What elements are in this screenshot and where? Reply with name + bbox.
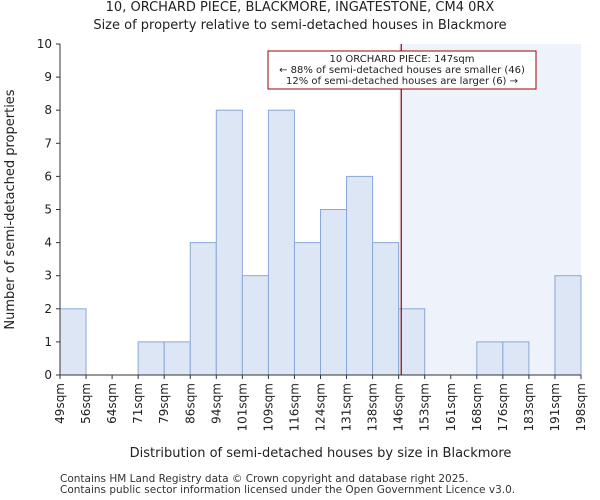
bar-109sqm xyxy=(267,109,295,376)
x-tick-label: 56sqm xyxy=(79,383,93,424)
y-tick-label: 9 xyxy=(44,70,52,84)
bar-94sqm xyxy=(215,109,243,376)
y-tick-label: 5 xyxy=(44,203,52,217)
footer-licence: Contains public sector information licen… xyxy=(60,484,516,496)
x-tick-label: 176sqm xyxy=(496,383,510,431)
x-axis-label: Distribution of semi-detached houses by … xyxy=(130,446,512,461)
y-axis-label: Number of semi-detached properties xyxy=(3,89,18,329)
y-tick-label: 2 xyxy=(44,302,52,316)
x-tick-label: 94sqm xyxy=(209,383,223,424)
x-tick-label: 138sqm xyxy=(366,383,380,431)
y-tick-label: 0 xyxy=(44,368,52,382)
x-tick-label: 71sqm xyxy=(131,383,145,424)
y-tick-label: 6 xyxy=(44,169,52,183)
x-tick-label: 153sqm xyxy=(418,383,432,431)
bar-79sqm xyxy=(163,341,191,376)
bar-49sqm xyxy=(59,308,87,376)
x-tick-label: 101sqm xyxy=(235,383,249,431)
y-tick-label: 3 xyxy=(44,269,52,283)
annotation-line-3: 12% of semi-detached houses are larger (… xyxy=(286,76,518,87)
bar-131sqm xyxy=(346,175,374,376)
y-tick-label: 8 xyxy=(44,103,52,117)
x-tick-label: 168sqm xyxy=(470,383,484,431)
x-tick-label: 131sqm xyxy=(340,383,354,431)
chart-subtitle: Size of property relative to semi-detach… xyxy=(93,18,507,33)
bar-101sqm xyxy=(241,275,269,376)
bar-176sqm xyxy=(502,341,530,376)
x-tick-label: 49sqm xyxy=(53,383,67,424)
y-tick-label: 7 xyxy=(44,136,52,150)
annotation-line-1: 10 ORCHARD PIECE: 147sqm xyxy=(330,54,475,65)
x-tick-label: 191sqm xyxy=(548,383,562,431)
annotation-border xyxy=(267,50,537,90)
bar-86sqm xyxy=(189,242,217,376)
x-tick-label: 146sqm xyxy=(392,383,406,431)
annotation-line-2: ← 88% of semi-detached houses are smalle… xyxy=(279,65,525,76)
x-tick-label: 109sqm xyxy=(261,383,275,431)
x-tick-label: 161sqm xyxy=(444,383,458,431)
footer-copyright: Contains HM Land Registry data © Crown c… xyxy=(60,473,469,485)
y-tick-label: 4 xyxy=(44,236,52,250)
annotation-box: 10 ORCHARD PIECE: 147sqm ← 88% of semi-d… xyxy=(267,50,537,90)
bar-71sqm xyxy=(137,341,165,376)
histogram-chart: 0 1 2 3 4 5 6 7 8 9 10 49sqm 56sqm 64sqm 71sqm 79sqm 86… xyxy=(3,37,588,461)
x-tick-label: 79sqm xyxy=(157,383,171,424)
y-tick-label: 1 xyxy=(44,335,52,349)
bar-116sqm xyxy=(293,242,322,376)
bar-168sqm xyxy=(476,341,504,376)
bar-191sqm xyxy=(554,275,582,376)
larger-region-highlight xyxy=(398,44,581,375)
y-tick-label: 10 xyxy=(37,37,52,51)
chart-title: 10, ORCHARD PIECE, BLACKMORE, INGATESTON… xyxy=(105,0,495,15)
bar-138sqm xyxy=(372,242,400,376)
bar-146sqm xyxy=(398,308,426,376)
x-tick-label: 64sqm xyxy=(105,383,119,424)
x-tick-label: 86sqm xyxy=(183,383,197,424)
x-tick-label: 183sqm xyxy=(522,383,536,431)
x-tick-label: 198sqm xyxy=(574,383,588,431)
x-tick-label: 124sqm xyxy=(314,383,328,431)
x-tick-label: 116sqm xyxy=(287,383,301,431)
bar-124sqm xyxy=(320,209,348,376)
